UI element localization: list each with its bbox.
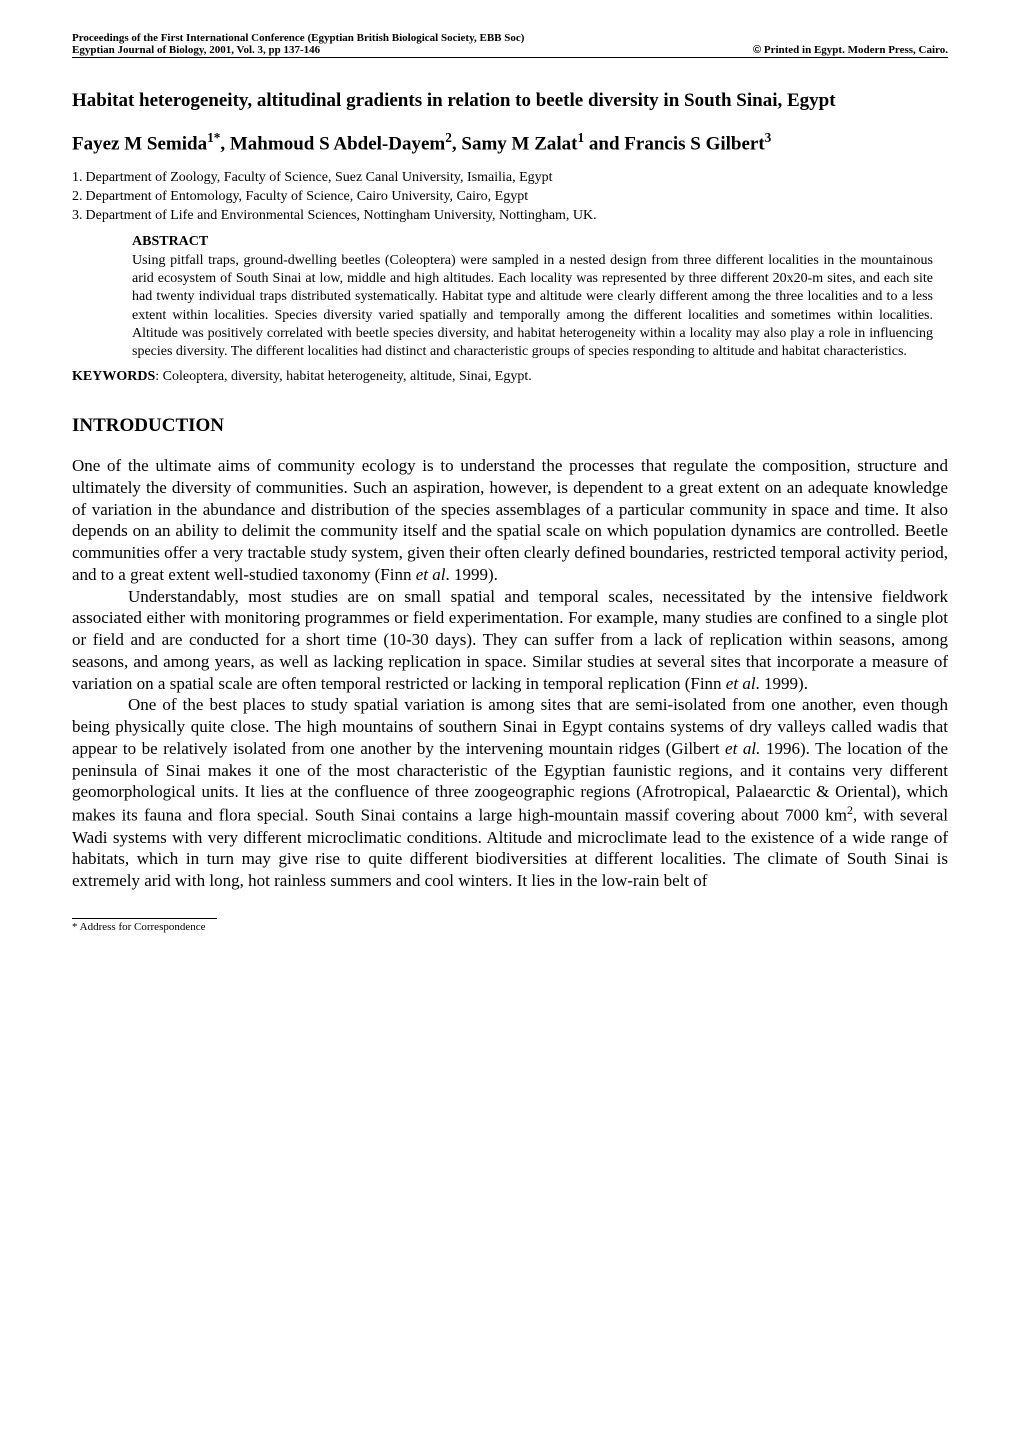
affiliation-1: 1.Department of Zoology, Faculty of Scie…: [72, 169, 948, 188]
abstract-heading: ABSTRACT: [132, 234, 933, 250]
paragraph-1: One of the ultimate aims of community ec…: [72, 455, 948, 586]
authors: Fayez M Semida1*, Mahmoud S Abdel-Dayem2…: [72, 130, 948, 155]
header-right-line1: [753, 32, 948, 44]
affiliation-3: 3.Department of Life and Environmental S…: [72, 207, 948, 226]
header-left: Proceedings of the First International C…: [72, 32, 524, 56]
paragraph-3: One of the best places to study spatial …: [72, 694, 948, 891]
header-left-line1: Proceedings of the First International C…: [72, 32, 524, 44]
header-left-line2: Egyptian Journal of Biology, 2001, Vol. …: [72, 44, 524, 56]
correspondence-footnote: * Address for Correspondence: [72, 921, 948, 933]
header-right-line2: © Printed in Egypt. Modern Press, Cairo.: [753, 44, 948, 56]
abstract-body: Using pitfall traps, ground-dwelling bee…: [132, 252, 933, 361]
paragraph-2: Understandably, most studies are on smal…: [72, 586, 948, 695]
abstract-block: ABSTRACT Using pitfall traps, ground-dwe…: [132, 234, 933, 361]
footnote-rule: [72, 918, 217, 919]
keywords-label: KEYWORDS: [72, 369, 155, 384]
running-header: Proceedings of the First International C…: [72, 32, 948, 58]
affiliation-list: 1.Department of Zoology, Faculty of Scie…: [72, 169, 948, 226]
article-title: Habitat heterogeneity, altitudinal gradi…: [72, 90, 948, 112]
body-text: One of the ultimate aims of community ec…: [72, 455, 948, 892]
keywords-text: : Coleoptera, diversity, habitat heterog…: [155, 369, 531, 384]
header-right: © Printed in Egypt. Modern Press, Cairo.: [753, 32, 948, 56]
keywords-line: KEYWORDS: Coleoptera, diversity, habitat…: [72, 369, 948, 385]
affiliation-2: 2.Department of Entomology, Faculty of S…: [72, 188, 948, 207]
section-heading-introduction: INTRODUCTION: [72, 415, 948, 437]
copyright-icon: ©: [753, 44, 761, 56]
